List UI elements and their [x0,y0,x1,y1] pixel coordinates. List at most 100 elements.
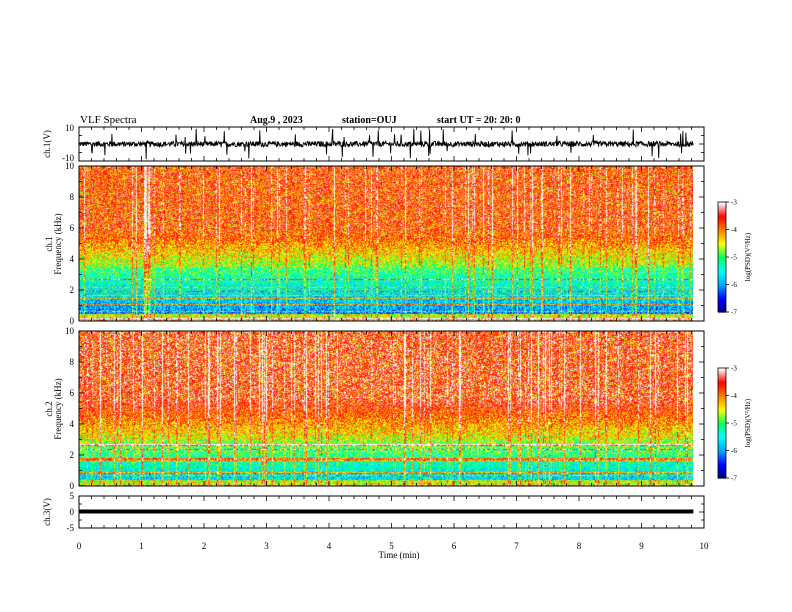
colorbar-tick-label: -5 [731,420,737,428]
ch1-waveform-ylabel: ch.1(V) [42,130,52,158]
colorbar-swatch [718,450,726,453]
colorbar-swatch [718,439,726,442]
colorbar-swatch [718,423,726,426]
colorbar-swatch [718,288,726,291]
colorbar-swatch [718,437,726,441]
colorbar-label: log(PSD)(V²/Hz) [744,398,752,447]
colorbar-swatch [718,454,726,457]
colorbar-swatch [718,207,726,210]
colorbar-swatch [718,310,726,313]
colorbar-swatch [718,468,726,472]
colorbar-swatch [718,434,726,437]
x-tick-label: 1 [139,541,144,551]
colorbar-swatch [718,430,726,433]
colorbar-swatch [718,268,726,271]
colorbar-swatch [718,459,726,463]
colorbar-swatch [718,456,726,459]
colorbar-swatch [718,236,726,240]
ch1-spectrogram-image [79,166,693,321]
colorbar-swatch [718,227,726,231]
colorbar-swatch [718,448,726,452]
colorbar-swatch [718,388,726,391]
colorbar-swatch [718,277,726,280]
y-tick-label: 0 [70,481,75,491]
colorbar-swatch [718,369,726,373]
ch2-spectrogram-frame [78,330,705,487]
colorbar-swatch [718,224,726,227]
colorbar-swatch [718,408,726,411]
colorbar-swatch [718,295,726,298]
colorbar-swatch [718,428,726,431]
colorbar-swatch [718,220,726,223]
colorbar-swatch [718,467,726,470]
ch1-spectrogram-ylabel-2: Frequency (kHz) [53,213,63,274]
colorbar-swatch [718,463,726,466]
figure-header: VLF Spectra Aug.9 , 2023 station=OUJ sta… [80,114,521,126]
colorbar-swatch [718,286,726,289]
colorbar-swatch [718,424,726,428]
colorbar-swatch [718,302,726,306]
colorbar-swatch [718,474,726,477]
colorbar-swatch [718,391,726,395]
colorbar-swatch [718,279,726,282]
ch3-waveform-frame [78,495,705,529]
colorbar-swatch [718,395,726,398]
colorbar-swatch [718,306,726,309]
colorbar-swatch [718,246,726,249]
ch1-waveform-panel: ch.1(V) 10 -10 [42,123,705,163]
colorbar-swatch [718,297,726,300]
colorbar-swatch [718,476,726,479]
colorbar-swatch [718,222,726,225]
colorbar-swatch [718,253,726,256]
colorbar-swatch [718,257,726,260]
x-axis-tick-labels: 0 1 2 3 4 5 6 7 8 9 10 [77,541,709,551]
colorbar-swatch [718,214,726,218]
colorbar-swatch [718,472,726,475]
colorbar-swatch [718,465,726,468]
colorbar-swatch [718,373,726,376]
ch3-waveform-ylabel: ch.3(V) [42,498,52,526]
colorbar-swatch [718,457,726,461]
ch1-trace-line [78,128,694,160]
colorbar-swatch [718,382,726,386]
y-tick-label: 8 [70,192,75,202]
colorbar-swatch [718,273,726,276]
ch1-ytick-bottom: -10 [62,153,74,163]
colorbar-swatch [718,255,726,258]
y-tick-label: 10 [65,161,75,171]
colorbar-swatch [718,401,726,404]
y-tick-label: 6 [70,223,75,233]
colorbar-swatch [718,271,726,275]
figure-title: VLF Spectra [80,114,137,126]
colorbar-swatch [718,412,726,415]
colorbar-swatch [718,282,726,286]
colorbar-swatch [718,380,726,384]
colorbar-swatch [718,301,726,304]
colorbar-label: log(PSD)(V²/Hz) [744,232,752,281]
ch3-ytick-top: 5 [70,491,75,501]
colorbar-swatch [718,242,726,245]
colorbar-swatch [718,290,726,293]
colorbar-swatch [718,280,726,284]
colorbar-tick-label: -7 [731,475,737,483]
colorbar-swatch [718,406,726,409]
colorbar-swatch [718,432,726,435]
colorbar-swatch [718,461,726,464]
y-tick-label: 0 [70,316,75,326]
colorbar-swatch [718,275,726,278]
colorbar-swatch [718,390,726,393]
colorbar-swatch [718,269,726,273]
x-tick-label: 9 [639,541,644,551]
x-tick-label: 8 [577,541,582,551]
colorbar-swatch [718,238,726,242]
colorbar-swatch [718,397,726,400]
colorbar-swatch [718,417,726,420]
colorbar-tick-label: -7 [731,309,737,317]
ch2-colorbar: -3 -4 -5 -6 -7 log(PSD)(V²/Hz) [717,365,752,483]
colorbar-swatch [718,413,726,417]
colorbar-swatch [718,410,726,413]
colorbar-swatch [718,404,726,408]
y-tick-label: 6 [70,388,75,398]
colorbar-swatch [718,386,726,389]
